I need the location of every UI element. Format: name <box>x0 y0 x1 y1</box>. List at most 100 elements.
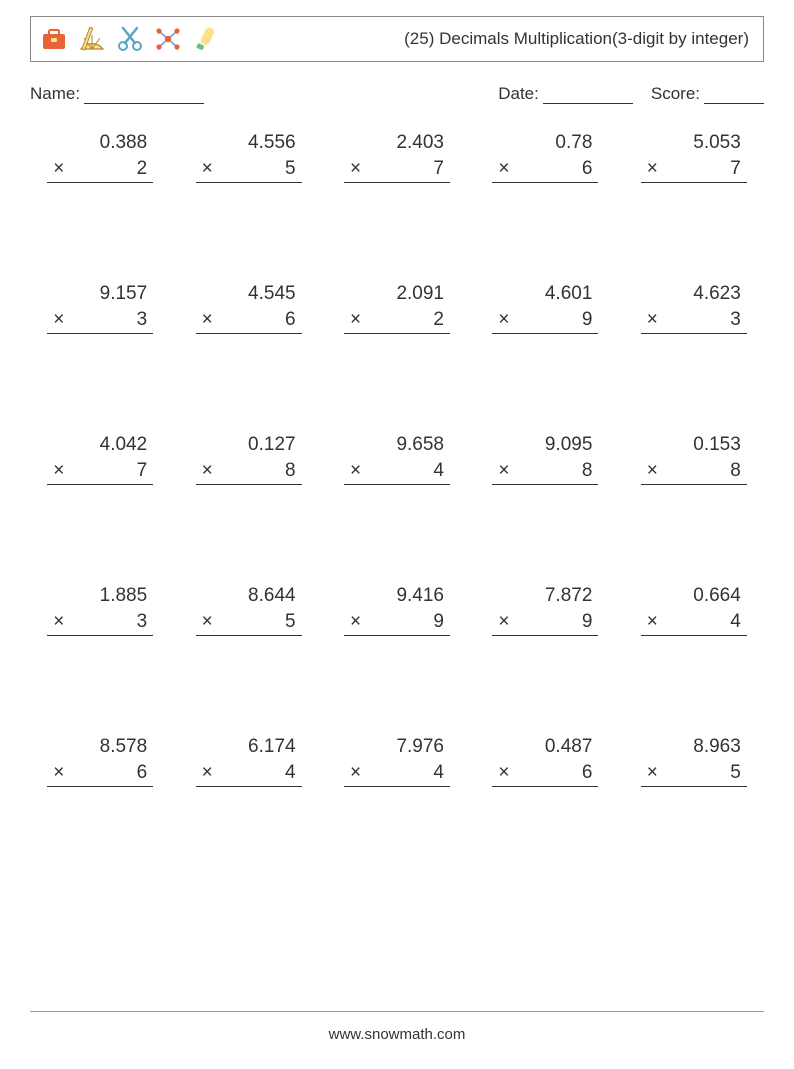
info-row: Name: Date: Score: <box>30 84 764 104</box>
multiplicand: 2.403 <box>344 132 450 156</box>
multiplier-row: ×3 <box>47 609 153 636</box>
header-box: (25) Decimals Multiplication(3-digit by … <box>30 16 764 62</box>
multiplier: 7 <box>137 460 148 482</box>
problem: 7.976×4 <box>344 736 450 787</box>
multiplicand: 9.157 <box>47 283 153 307</box>
multiplicand: 4.545 <box>196 283 302 307</box>
multiplier: 2 <box>433 309 444 331</box>
multiplier: 5 <box>730 762 741 784</box>
multiplicand: 0.153 <box>641 434 747 458</box>
multiplier: 8 <box>285 460 296 482</box>
multiplier-row: ×9 <box>492 609 598 636</box>
multiplier-row: ×4 <box>344 458 450 485</box>
problem: 4.042×7 <box>47 434 153 485</box>
multiplier: 4 <box>433 460 444 482</box>
multiplier-row: ×9 <box>492 307 598 334</box>
footer-divider <box>30 1011 764 1012</box>
date-blank <box>543 84 633 104</box>
multiplier-row: ×6 <box>47 760 153 787</box>
header-icons <box>39 24 221 54</box>
multiplier: 9 <box>582 309 593 331</box>
multiplier-row: ×8 <box>492 458 598 485</box>
multiplier-row: ×6 <box>196 307 302 334</box>
multiplier: 4 <box>285 762 296 784</box>
problem: 8.963×5 <box>641 736 747 787</box>
molecule-icon <box>153 24 183 54</box>
problem: 8.578×6 <box>47 736 153 787</box>
problems-grid: 0.388×24.556×52.403×70.78×65.053×79.157×… <box>40 132 754 787</box>
problem: 9.658×4 <box>344 434 450 485</box>
operator: × <box>202 460 213 482</box>
operator: × <box>498 611 509 633</box>
operator: × <box>202 309 213 331</box>
multiplicand: 4.556 <box>196 132 302 156</box>
operator: × <box>647 309 658 331</box>
problem: 8.644×5 <box>196 585 302 636</box>
problem: 2.403×7 <box>344 132 450 183</box>
operator: × <box>350 309 361 331</box>
multiplicand: 7.872 <box>492 585 598 609</box>
problem: 1.885×3 <box>47 585 153 636</box>
operator: × <box>647 762 658 784</box>
multiplicand: 7.976 <box>344 736 450 760</box>
multiplicand: 9.416 <box>344 585 450 609</box>
operator: × <box>498 309 509 331</box>
multiplicand: 6.174 <box>196 736 302 760</box>
operator: × <box>202 762 213 784</box>
multiplier-row: ×4 <box>641 609 747 636</box>
name-blank <box>84 84 204 104</box>
multiplicand: 1.885 <box>47 585 153 609</box>
multiplier: 8 <box>730 460 741 482</box>
problem: 6.174× 4 <box>196 736 302 787</box>
footer-url: www.snowmath.com <box>329 1026 466 1043</box>
worksheet-title: (25) Decimals Multiplication(3-digit by … <box>404 29 749 49</box>
multiplier: 6 <box>285 309 296 331</box>
operator: × <box>350 762 361 784</box>
multiplicand: 4.623 <box>641 283 747 307</box>
multiplier: 8 <box>582 460 593 482</box>
multiplier: 6 <box>137 762 148 784</box>
operator: × <box>202 158 213 180</box>
operator: × <box>350 611 361 633</box>
operator: × <box>498 460 509 482</box>
name-label: Name: <box>30 84 80 104</box>
problem: 2.091×2 <box>344 283 450 334</box>
operator: × <box>350 460 361 482</box>
multiplier: 4 <box>433 762 444 784</box>
problem: 4.601×9 <box>492 283 598 334</box>
problem: 9.157× 3 <box>47 283 153 334</box>
multiplicand: 5.053 <box>641 132 747 156</box>
multiplier: 6 <box>582 762 593 784</box>
problem: 9.095×8 <box>492 434 598 485</box>
protractor-icon <box>77 24 107 54</box>
operator: × <box>53 762 64 784</box>
multiplicand: 0.388 <box>47 132 153 156</box>
multiplier-row: ×6 <box>492 156 598 183</box>
multiplicand: 9.658 <box>344 434 450 458</box>
problem: 0.388×2 <box>47 132 153 183</box>
multiplier-row: ×5 <box>641 760 747 787</box>
multiplicand: 8.963 <box>641 736 747 760</box>
problem: 0.153×8 <box>641 434 747 485</box>
problem: 4.545×6 <box>196 283 302 334</box>
problem: 0.664×4 <box>641 585 747 636</box>
multiplier-row: ×7 <box>344 156 450 183</box>
operator: × <box>53 309 64 331</box>
multiplier-row: ×2 <box>344 307 450 334</box>
multiplier: 3 <box>730 309 741 331</box>
multiplier: 3 <box>137 309 148 331</box>
multiplier-row: ×5 <box>196 156 302 183</box>
multiplier: 9 <box>433 611 444 633</box>
multiplicand: 2.091 <box>344 283 450 307</box>
multiplier: 7 <box>433 158 444 180</box>
multiplier-row: ×4 <box>344 760 450 787</box>
operator: × <box>53 611 64 633</box>
multiplicand: 0.78 <box>492 132 598 156</box>
multiplier-row: ×6 <box>492 760 598 787</box>
multiplier: 3 <box>137 611 148 633</box>
multiplier-row: ×5 <box>196 609 302 636</box>
multiplier: 4 <box>730 611 741 633</box>
operator: × <box>202 611 213 633</box>
score-blank <box>704 84 764 104</box>
multiplier: 7 <box>730 158 741 180</box>
